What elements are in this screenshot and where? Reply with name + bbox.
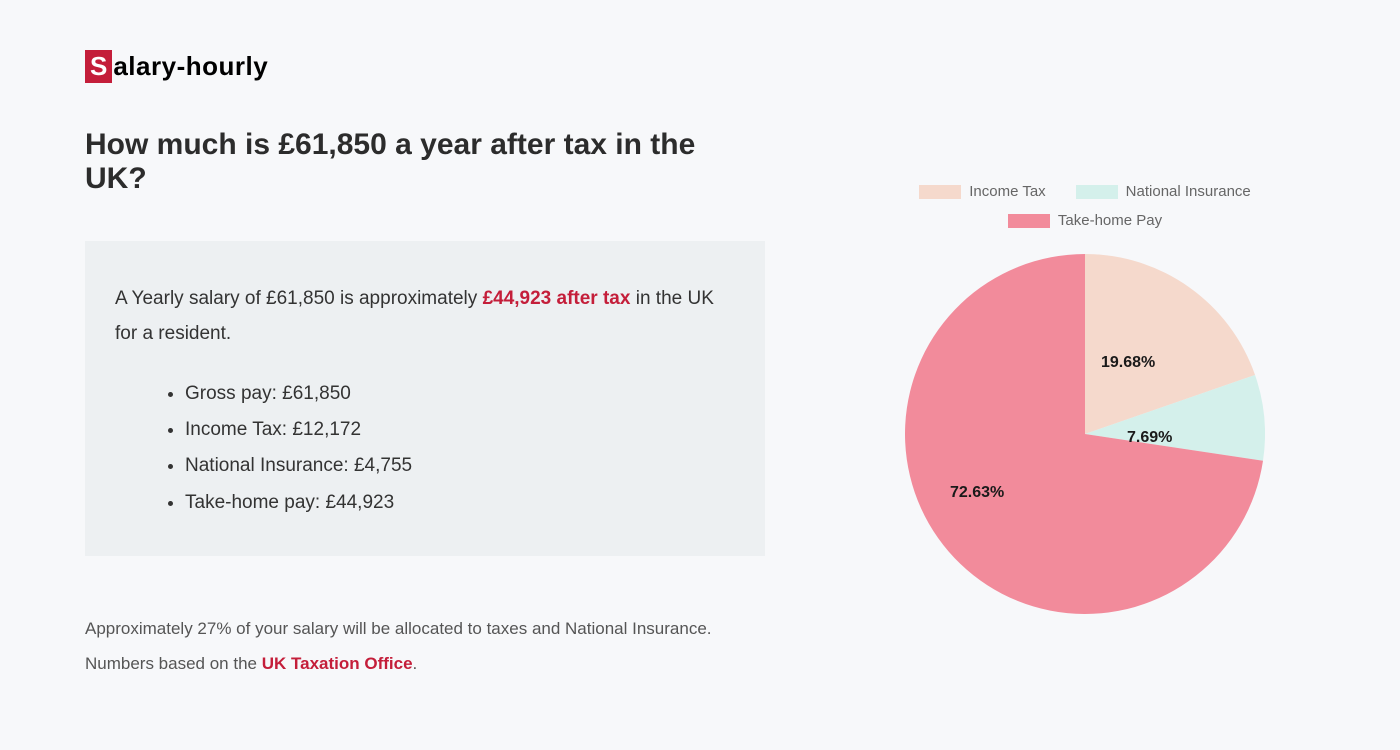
legend-item: Income Tax bbox=[919, 183, 1045, 200]
legend-label: National Insurance bbox=[1126, 183, 1251, 200]
footer-line1: Approximately 27% of your salary will be… bbox=[85, 619, 712, 638]
pie-chart-container: 19.68% 7.69% 72.63% bbox=[905, 254, 1265, 614]
site-logo: S alary-hourly bbox=[85, 50, 1315, 83]
footer-text: Approximately 27% of your salary will be… bbox=[85, 611, 765, 682]
legend-label: Income Tax bbox=[969, 183, 1045, 200]
legend-item: National Insurance bbox=[1076, 183, 1251, 200]
list-item: Gross pay: £61,850 bbox=[185, 376, 735, 412]
pie-label-take-home: 72.63% bbox=[950, 484, 1004, 502]
footer-line2-prefix: Numbers based on the bbox=[85, 654, 262, 673]
summary-prefix: A Yearly salary of £61,850 is approximat… bbox=[115, 288, 483, 309]
footer-line2-suffix: . bbox=[413, 654, 418, 673]
logo-text: alary-hourly bbox=[113, 51, 268, 82]
info-box: A Yearly salary of £61,850 is approximat… bbox=[85, 241, 765, 556]
legend-label: Take-home Pay bbox=[1058, 212, 1162, 229]
left-column: How much is £61,850 a year after tax in … bbox=[85, 128, 765, 682]
list-item: Take-home pay: £44,923 bbox=[185, 485, 735, 521]
legend-swatch-take-home bbox=[1008, 214, 1050, 228]
main-content: How much is £61,850 a year after tax in … bbox=[85, 128, 1315, 682]
details-list: Gross pay: £61,850 Income Tax: £12,172 N… bbox=[115, 376, 735, 520]
summary-text: A Yearly salary of £61,850 is approximat… bbox=[115, 281, 735, 351]
taxation-office-link[interactable]: UK Taxation Office bbox=[262, 654, 413, 673]
list-item: National Insurance: £4,755 bbox=[185, 448, 735, 484]
right-column: Income Tax National Insurance Take-home … bbox=[865, 128, 1305, 682]
list-item: Income Tax: £12,172 bbox=[185, 412, 735, 448]
legend-swatch-income-tax bbox=[919, 185, 961, 199]
chart-legend: Income Tax National Insurance Take-home … bbox=[865, 183, 1305, 229]
pie-label-income-tax: 19.68% bbox=[1101, 354, 1155, 372]
pie-chart bbox=[905, 254, 1265, 614]
logo-s-badge: S bbox=[85, 50, 112, 83]
summary-highlight: £44,923 after tax bbox=[483, 288, 631, 309]
legend-item: Take-home Pay bbox=[1008, 212, 1162, 229]
pie-label-national-insurance: 7.69% bbox=[1127, 429, 1172, 447]
legend-swatch-national-insurance bbox=[1076, 185, 1118, 199]
page-heading: How much is £61,850 a year after tax in … bbox=[85, 128, 765, 196]
